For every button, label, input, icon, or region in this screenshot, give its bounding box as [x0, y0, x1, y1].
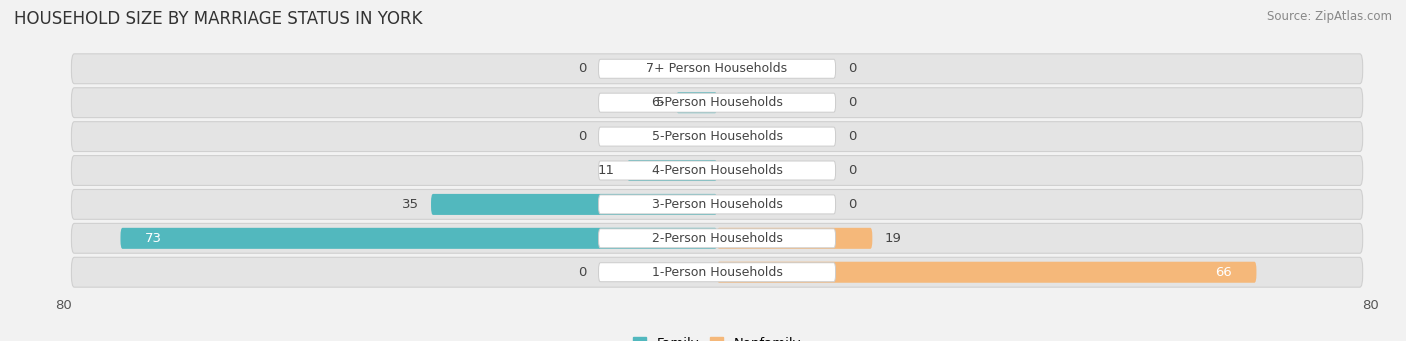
FancyBboxPatch shape	[72, 257, 1362, 287]
Text: 73: 73	[145, 232, 162, 245]
Text: 0: 0	[848, 164, 856, 177]
Text: 5: 5	[655, 96, 664, 109]
FancyBboxPatch shape	[432, 194, 717, 215]
Text: 3-Person Households: 3-Person Households	[651, 198, 783, 211]
Text: 66: 66	[1215, 266, 1232, 279]
Text: 11: 11	[598, 164, 614, 177]
FancyBboxPatch shape	[599, 229, 835, 248]
Text: 0: 0	[848, 198, 856, 211]
Text: 0: 0	[848, 96, 856, 109]
Text: 0: 0	[578, 130, 586, 143]
Text: 0: 0	[578, 266, 586, 279]
FancyBboxPatch shape	[676, 92, 717, 113]
Text: 19: 19	[884, 232, 901, 245]
Text: 35: 35	[402, 198, 419, 211]
Text: 4-Person Households: 4-Person Households	[651, 164, 783, 177]
FancyBboxPatch shape	[717, 228, 872, 249]
FancyBboxPatch shape	[72, 190, 1362, 219]
FancyBboxPatch shape	[72, 88, 1362, 118]
Text: 0: 0	[848, 130, 856, 143]
FancyBboxPatch shape	[72, 122, 1362, 151]
Text: 2-Person Households: 2-Person Households	[651, 232, 783, 245]
Text: 0: 0	[848, 62, 856, 75]
FancyBboxPatch shape	[599, 161, 835, 180]
Text: 0: 0	[578, 62, 586, 75]
FancyBboxPatch shape	[599, 127, 835, 146]
FancyBboxPatch shape	[599, 195, 835, 214]
FancyBboxPatch shape	[72, 155, 1362, 186]
Text: 5-Person Households: 5-Person Households	[651, 130, 783, 143]
Text: 1-Person Households: 1-Person Households	[651, 266, 783, 279]
FancyBboxPatch shape	[121, 228, 717, 249]
Text: HOUSEHOLD SIZE BY MARRIAGE STATUS IN YORK: HOUSEHOLD SIZE BY MARRIAGE STATUS IN YOR…	[14, 10, 423, 28]
Text: 7+ Person Households: 7+ Person Households	[647, 62, 787, 75]
FancyBboxPatch shape	[717, 262, 1257, 283]
FancyBboxPatch shape	[72, 223, 1362, 253]
FancyBboxPatch shape	[627, 160, 717, 181]
FancyBboxPatch shape	[599, 263, 835, 282]
Text: Source: ZipAtlas.com: Source: ZipAtlas.com	[1267, 10, 1392, 23]
FancyBboxPatch shape	[599, 59, 835, 78]
Legend: Family, Nonfamily: Family, Nonfamily	[627, 332, 807, 341]
Text: 6-Person Households: 6-Person Households	[651, 96, 783, 109]
FancyBboxPatch shape	[599, 93, 835, 112]
FancyBboxPatch shape	[72, 54, 1362, 84]
